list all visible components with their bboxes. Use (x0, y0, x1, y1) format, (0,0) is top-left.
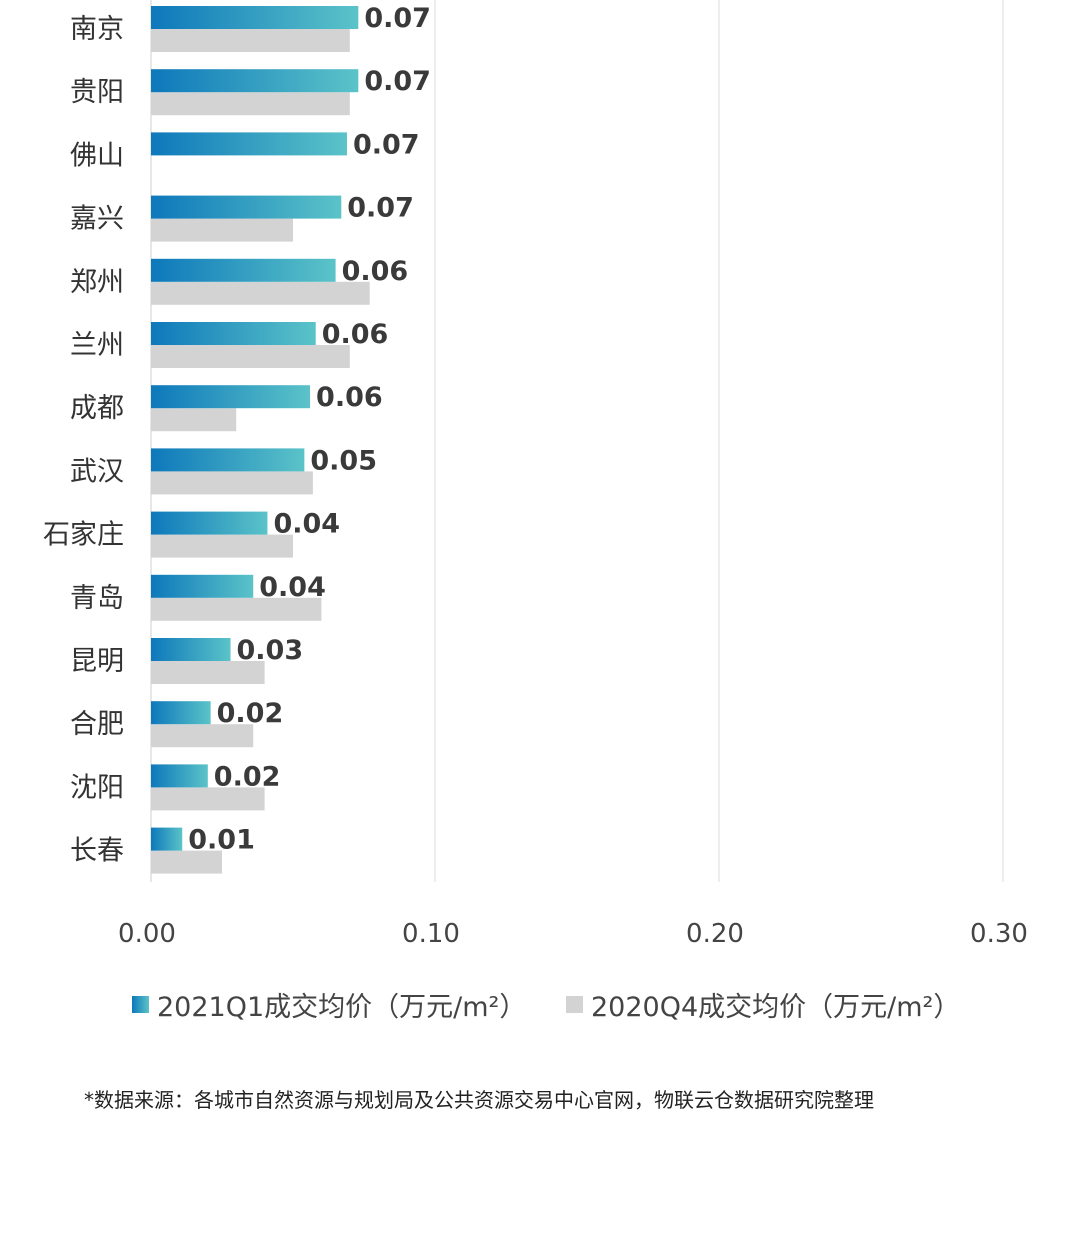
legend-swatch-2020q4 (566, 996, 583, 1013)
legend-item-2020q4: 2020Q4成交均价（万元/m²） (566, 985, 960, 1024)
bar-2020q4 (151, 471, 313, 495)
data-label: 0.07 (364, 66, 431, 97)
category-label: 青岛 (70, 583, 124, 614)
category-label: 郑州 (70, 267, 124, 298)
category-label: 合肥 (70, 709, 124, 740)
data-label: 0.05 (310, 445, 377, 476)
bar-2020q4 (151, 345, 350, 368)
legend-swatch-2021q1 (132, 996, 149, 1013)
category-label: 武汉 (70, 456, 124, 487)
bar-2021q1 (151, 385, 311, 409)
bar-2020q4 (151, 281, 370, 305)
bar-2020q4 (151, 408, 237, 432)
category-label: 贵阳 (70, 77, 124, 108)
bars (151, 6, 370, 874)
chart-legend: 2021Q1成交均价（万元/m²） 2020Q4成交均价（万元/m²） (0, 985, 1080, 1025)
bar-2021q1 (151, 574, 254, 598)
category-label: 长春 (70, 836, 124, 867)
category-label: 沈阳 (70, 772, 124, 803)
legend-label-2021q1: 2021Q1成交均价（万元/m²） (157, 992, 527, 1023)
legend-item-2021q1: 2021Q1成交均价（万元/m²） (132, 985, 526, 1024)
bar-2020q4 (151, 597, 322, 621)
bar-2021q1 (151, 511, 268, 535)
data-label: 0.06 (342, 256, 409, 287)
category-label: 嘉兴 (70, 204, 124, 235)
data-label: 0.04 (259, 572, 326, 603)
data-label: 0.07 (347, 193, 414, 224)
gridlines (150, 0, 1004, 882)
x-tick-label: 0.10 (402, 919, 460, 949)
bar-2021q1 (151, 701, 211, 725)
bar-2021q1 (151, 132, 347, 156)
bar-2020q4 (151, 850, 222, 874)
bar-2021q1 (151, 764, 208, 788)
bar-2021q1 (151, 6, 359, 29)
category-label: 兰州 (70, 330, 124, 361)
bar-2020q4 (151, 534, 293, 558)
bar-2021q1 (151, 195, 342, 219)
data-label: 0.01 (188, 825, 255, 856)
bar-2021q1 (151, 827, 183, 851)
bar-2020q4 (151, 92, 350, 116)
bar-2021q1 (151, 69, 359, 93)
bar-2020q4 (151, 787, 265, 811)
x-tick-label: 0.30 (970, 919, 1028, 949)
bar-2021q1 (151, 322, 316, 345)
source-footnote: *数据来源：各城市自然资源与规划局及公共资源交易中心官网，物联云仓数据研究院整理 (84, 1088, 874, 1112)
category-label: 石家庄 (43, 520, 124, 551)
bar-2021q1 (151, 638, 231, 661)
bar-2021q1 (151, 448, 305, 472)
category-label: 南京 (70, 14, 124, 45)
bar-2020q4 (151, 661, 265, 684)
data-label: 0.03 (237, 635, 304, 666)
legend-label-2020q4: 2020Q4成交均价（万元/m²） (591, 992, 961, 1023)
labels: 0.00 0.10 0.20 0.30 0.07 南京 0.07 贵阳 0.07 佛山 0.07 嘉兴… (43, 3, 1028, 949)
bar-2021q1 (151, 258, 336, 282)
x-tick-label: 0.20 (686, 919, 744, 949)
data-label: 0.04 (273, 509, 340, 540)
data-label: 0.06 (316, 382, 383, 413)
x-tick-label: 0.00 (118, 919, 176, 949)
bar-chart: 0.00 0.10 0.20 0.30 0.07 南京 0.07 贵阳 0.07 佛山 0.07 嘉兴… (43, 0, 1028, 949)
category-label: 成都 (70, 393, 124, 424)
data-label: 0.07 (353, 129, 420, 160)
bar-2020q4 (151, 29, 350, 52)
bar-2020q4 (151, 724, 254, 748)
data-label: 0.02 (217, 698, 284, 729)
category-label: 佛山 (70, 140, 124, 171)
bar-2020q4 (151, 218, 293, 242)
data-label: 0.07 (364, 3, 431, 34)
category-label: 昆明 (70, 646, 124, 677)
data-label: 0.02 (214, 761, 281, 792)
data-label: 0.06 (322, 319, 389, 350)
